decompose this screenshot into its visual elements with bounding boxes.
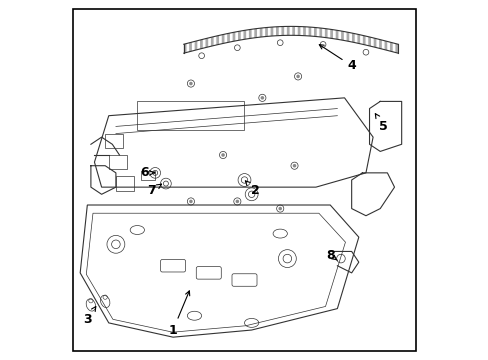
Polygon shape <box>200 39 203 49</box>
Polygon shape <box>378 39 381 49</box>
Circle shape <box>221 153 224 157</box>
Polygon shape <box>341 31 343 40</box>
Polygon shape <box>232 32 235 41</box>
Polygon shape <box>238 31 240 40</box>
Text: 1: 1 <box>168 291 189 337</box>
Polygon shape <box>303 27 305 36</box>
Polygon shape <box>205 38 208 48</box>
Polygon shape <box>275 27 278 36</box>
Polygon shape <box>292 26 294 35</box>
Polygon shape <box>183 44 186 53</box>
Polygon shape <box>216 35 219 45</box>
Bar <box>108 155 126 169</box>
Circle shape <box>292 164 296 167</box>
Text: 8: 8 <box>325 248 337 261</box>
Polygon shape <box>395 44 397 53</box>
Polygon shape <box>335 30 338 40</box>
Circle shape <box>189 82 192 85</box>
Polygon shape <box>210 37 213 46</box>
Polygon shape <box>270 27 273 36</box>
Polygon shape <box>254 28 257 38</box>
Text: 3: 3 <box>83 307 96 326</box>
Polygon shape <box>313 27 316 37</box>
Polygon shape <box>319 28 322 37</box>
Polygon shape <box>221 34 224 44</box>
Polygon shape <box>248 29 251 39</box>
Polygon shape <box>264 27 267 37</box>
Bar <box>116 176 134 191</box>
Polygon shape <box>384 41 386 50</box>
Circle shape <box>260 96 264 100</box>
Polygon shape <box>243 30 245 40</box>
Polygon shape <box>286 26 289 35</box>
Polygon shape <box>189 42 191 52</box>
Polygon shape <box>389 42 392 52</box>
Polygon shape <box>351 33 354 42</box>
Text: 7: 7 <box>147 184 161 197</box>
Bar <box>105 134 123 148</box>
Text: 2: 2 <box>245 181 259 197</box>
Polygon shape <box>308 27 311 36</box>
Text: 4: 4 <box>319 45 355 72</box>
Polygon shape <box>281 27 284 36</box>
Circle shape <box>235 200 239 203</box>
Circle shape <box>296 75 299 78</box>
Polygon shape <box>324 28 327 38</box>
Polygon shape <box>227 33 229 42</box>
Polygon shape <box>259 28 262 37</box>
Text: 6: 6 <box>140 166 154 179</box>
Polygon shape <box>362 35 365 45</box>
Bar <box>141 171 155 180</box>
Polygon shape <box>373 38 376 48</box>
Polygon shape <box>367 37 370 46</box>
Polygon shape <box>297 27 300 36</box>
Text: 5: 5 <box>375 114 387 133</box>
Polygon shape <box>357 34 359 44</box>
Polygon shape <box>194 41 197 50</box>
Circle shape <box>189 200 192 203</box>
Polygon shape <box>346 32 348 41</box>
Circle shape <box>278 207 282 210</box>
Polygon shape <box>329 29 332 39</box>
